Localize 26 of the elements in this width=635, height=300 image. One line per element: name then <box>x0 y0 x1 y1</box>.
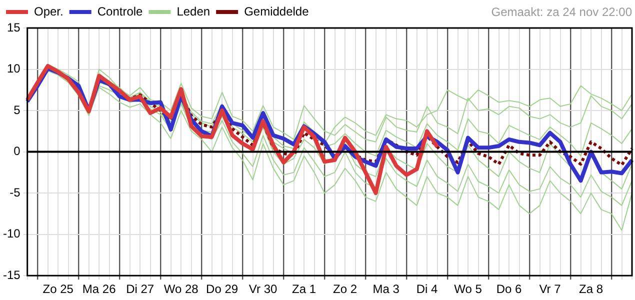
y-tick-label: -10 <box>3 226 21 241</box>
x-tick-label: Ma 26 <box>82 282 116 296</box>
x-tick-label: Zo 2 <box>333 282 358 296</box>
y-tick-label: 0 <box>14 144 21 158</box>
legend-label: Controle <box>97 4 144 18</box>
text: Gemaakt: za 24 nov 22:00 <box>491 5 632 19</box>
x-tick-label: Do 29 <box>206 282 238 296</box>
x-tick-label: Vr 7 <box>539 282 562 296</box>
y-tick-label: 10 <box>6 62 21 76</box>
y-tick-label: -15 <box>3 268 21 282</box>
y-tick-label: -5 <box>10 185 21 200</box>
y-tick-label: 5 <box>14 102 21 117</box>
y-tick-label: 15 <box>6 20 21 34</box>
x-tick-label: Wo 5 <box>454 282 482 296</box>
x-tick-label: Ma 3 <box>372 282 400 296</box>
legend-label: Gemiddelde <box>244 4 310 18</box>
x-tick-label: Di 27 <box>126 282 154 296</box>
x-tick-label: Di 4 <box>416 282 438 296</box>
x-tick-label: Zo 25 <box>42 282 74 296</box>
x-tick-label: Vr 30 <box>248 282 278 296</box>
x-tick-label: Za 8 <box>579 282 604 296</box>
x-tick-label: Do 6 <box>496 282 522 296</box>
legend-label: Oper. <box>34 4 64 18</box>
x-tick-label: Wo 28 <box>164 282 199 296</box>
legend-label: Leden <box>176 4 210 18</box>
x-tick-label: Za 1 <box>292 282 316 296</box>
